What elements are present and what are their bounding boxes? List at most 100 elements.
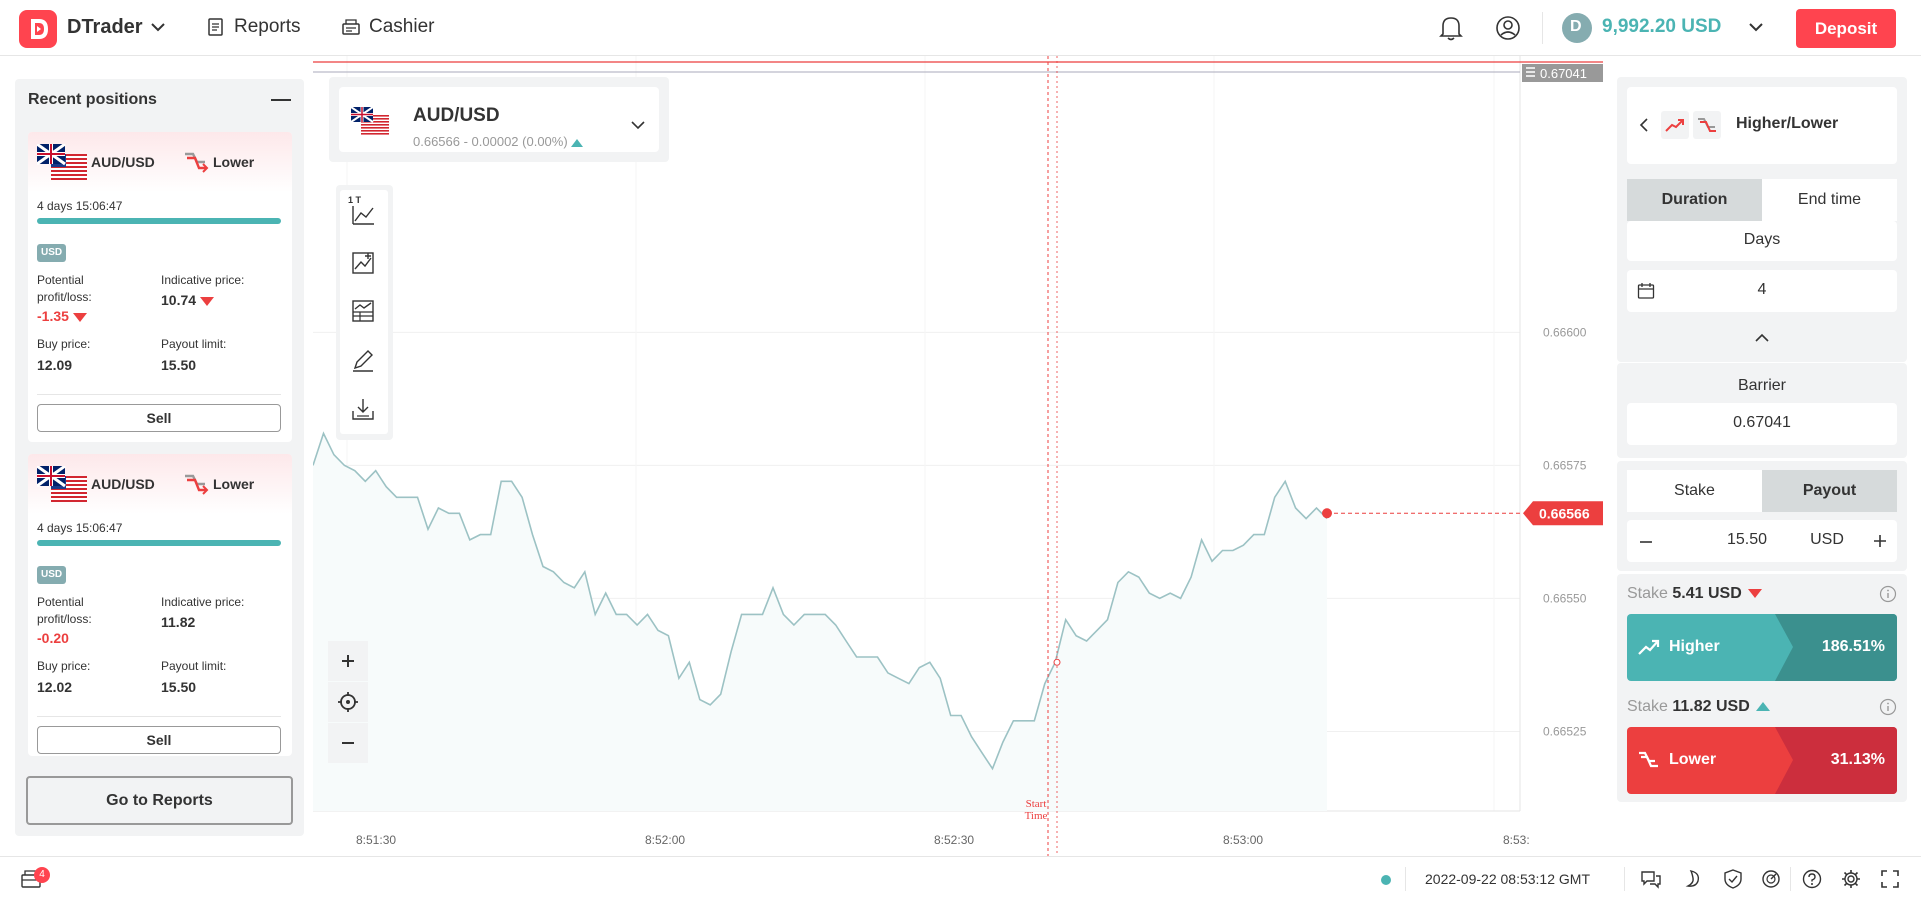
buy-price-label: Buy price: bbox=[37, 337, 91, 351]
reset-zoom-button[interactable] bbox=[328, 682, 368, 722]
x-tick-label: 8:53:00 bbox=[1223, 833, 1263, 847]
payout-limit-value: 15.50 bbox=[161, 679, 197, 695]
nav-reports[interactable]: Reports bbox=[206, 16, 301, 38]
duration-unit-select[interactable]: Days bbox=[1627, 221, 1897, 261]
user-icon[interactable] bbox=[1494, 14, 1522, 42]
minus-icon bbox=[342, 742, 354, 744]
app-switcher-label[interactable]: DTrader bbox=[67, 16, 143, 38]
nav-cashier[interactable]: Cashier bbox=[341, 16, 434, 38]
currency-badge: USD bbox=[37, 244, 67, 262]
go-to-reports-button[interactable]: Go to Reports bbox=[26, 776, 293, 825]
footer-bar: 4 2022-09-22 08:53:12 GMT bbox=[0, 856, 1921, 900]
indicative-price-value: 10.74 bbox=[161, 292, 215, 308]
chart-toolbar-inner: 1 T bbox=[340, 190, 388, 434]
nav-reports-label: Reports bbox=[234, 16, 301, 37]
amount-input[interactable]: 15.50 USD bbox=[1627, 520, 1897, 562]
info-icon[interactable] bbox=[1879, 585, 1897, 603]
aud-usd-flag-icon bbox=[37, 466, 87, 502]
collapse-icon[interactable] bbox=[271, 99, 291, 101]
buy-price-label: Buy price: bbox=[37, 659, 91, 673]
tab-payout[interactable]: Payout bbox=[1762, 470, 1897, 512]
position-remaining-time: 4 days 15:06:47 bbox=[37, 199, 123, 213]
chart-type-icon[interactable] bbox=[350, 202, 376, 228]
position-card[interactable]: AUD/USD Lower 4 days 15:06:47 USD Potent… bbox=[28, 454, 292, 756]
templates-icon[interactable] bbox=[350, 298, 376, 324]
tab-duration[interactable]: Duration bbox=[1627, 179, 1762, 221]
indicative-price-value: 11.82 bbox=[161, 614, 196, 630]
tab-stake[interactable]: Stake bbox=[1627, 470, 1762, 512]
barrier-input[interactable]: 0.67041 bbox=[1627, 403, 1897, 445]
amount-value: 15.50 bbox=[1726, 531, 1768, 548]
chat-icon[interactable] bbox=[1640, 869, 1662, 889]
download-icon[interactable] bbox=[350, 396, 376, 422]
indicators-icon[interactable] bbox=[350, 250, 376, 276]
deriv-logo-icon[interactable] bbox=[19, 10, 57, 48]
lower-contract-icon bbox=[185, 474, 209, 495]
position-card[interactable]: AUD/USD Lower 4 days 15:06:47 USD Potent… bbox=[28, 132, 292, 442]
position-contract-type: Lower bbox=[213, 476, 255, 492]
chevron-down-icon[interactable] bbox=[631, 121, 645, 130]
nav-cashier-label: Cashier bbox=[369, 16, 435, 37]
chevron-up-icon[interactable] bbox=[1755, 333, 1769, 342]
chevron-down-icon[interactable] bbox=[150, 22, 166, 32]
chevron-left-icon[interactable] bbox=[1639, 117, 1649, 133]
sell-button[interactable]: Sell bbox=[37, 404, 281, 432]
barrier-tag bbox=[1522, 64, 1603, 82]
gauge-icon[interactable] bbox=[1760, 869, 1782, 889]
lower-button-bg bbox=[1627, 727, 1897, 794]
gear-icon[interactable] bbox=[1840, 869, 1862, 889]
drawing-tools-icon[interactable] bbox=[350, 347, 376, 373]
payout-limit-label: Payout limit: bbox=[161, 337, 227, 351]
currency-badge: USD bbox=[37, 566, 67, 584]
fullscreen-icon[interactable] bbox=[1880, 869, 1900, 889]
crosshair-icon bbox=[338, 692, 358, 712]
barrier-value: 0.67041 bbox=[1733, 414, 1791, 431]
higher-stake-info: Stake 5.41 USD bbox=[1627, 585, 1762, 603]
help-icon[interactable] bbox=[1801, 869, 1823, 889]
card-divider bbox=[37, 394, 281, 395]
deposit-button[interactable]: Deposit bbox=[1796, 9, 1896, 48]
start-time-label: Start bbox=[1026, 798, 1047, 810]
lower-purchase-button[interactable]: Lower 31.13% bbox=[1627, 727, 1897, 794]
cashier-icon bbox=[342, 19, 360, 35]
market-price-change: 0.66566 - 0.00002 (0.00%) bbox=[413, 134, 584, 149]
lower-contract-icon bbox=[1693, 111, 1721, 139]
price-chart[interactable]: 0.66600 0.66575 0.66550 0.66525 8:51:30 8:52:… bbox=[313, 56, 1603, 856]
duration-value-input[interactable]: 4 bbox=[1627, 270, 1897, 312]
account-chevron-icon[interactable] bbox=[1748, 22, 1764, 32]
sell-button[interactable]: Sell bbox=[37, 726, 281, 754]
down-arrow-icon bbox=[1747, 589, 1762, 599]
currency-icon[interactable]: D bbox=[1562, 13, 1592, 43]
position-progress-bar bbox=[37, 218, 281, 224]
plus-icon[interactable] bbox=[1873, 534, 1887, 548]
amount-currency: USD bbox=[1810, 531, 1844, 548]
market-selector[interactable]: AUD/USD 0.66566 - 0.00002 (0.00%) bbox=[329, 77, 669, 162]
zoom-in-button[interactable] bbox=[328, 641, 368, 681]
contract-type-selector[interactable]: Higher/Lower bbox=[1627, 87, 1897, 164]
higher-purchase-button[interactable]: Higher 186.51% bbox=[1627, 614, 1897, 681]
info-icon[interactable] bbox=[1879, 698, 1897, 716]
amount-tabs: Stake Payout bbox=[1627, 470, 1897, 512]
position-symbol: AUD/USD bbox=[91, 476, 155, 492]
plus-icon bbox=[342, 655, 354, 667]
account-balance[interactable]: 9,992.20 USD bbox=[1602, 16, 1722, 37]
y-tick-label: 0.66525 bbox=[1543, 724, 1587, 738]
tab-end-time[interactable]: End time bbox=[1762, 179, 1897, 221]
shield-icon[interactable] bbox=[1722, 869, 1744, 889]
market-selector-inner[interactable]: AUD/USD 0.66566 - 0.00002 (0.00%) bbox=[339, 87, 659, 152]
duration-unit-value: Days bbox=[1743, 231, 1781, 248]
higher-contract-icon bbox=[1661, 111, 1689, 139]
dark-mode-icon[interactable] bbox=[1682, 869, 1704, 889]
bell-icon[interactable] bbox=[1438, 14, 1464, 42]
higher-payout-percent: 186.51% bbox=[1821, 638, 1885, 655]
contract-type-title: Higher/Lower bbox=[1736, 115, 1839, 132]
indicative-price-label: Indicative price: bbox=[161, 595, 245, 609]
zoom-out-button[interactable] bbox=[328, 723, 368, 763]
contract-params-box: Higher/Lower Duration End time Days 4 bbox=[1617, 77, 1907, 362]
minus-icon[interactable] bbox=[1639, 535, 1653, 549]
barrier-box: Barrier 0.67041 bbox=[1617, 363, 1907, 458]
calendar-icon bbox=[1637, 283, 1655, 299]
recent-positions-panel: Recent positions AUD/USD Lower 4 days 15… bbox=[15, 79, 304, 836]
start-time-label: Time bbox=[1025, 810, 1048, 822]
barrier-tag-label: 0.67041 bbox=[1540, 66, 1587, 81]
